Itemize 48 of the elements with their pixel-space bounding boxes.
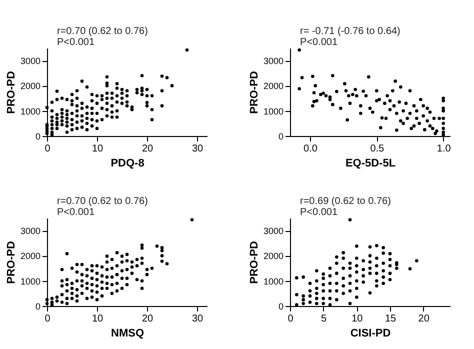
x-axis-title: CISI-PD bbox=[350, 328, 391, 340]
text: P<0.001 bbox=[300, 37, 338, 48]
x-tick-label: 10 bbox=[92, 314, 104, 324]
x-tick-label: 0 bbox=[44, 314, 51, 324]
y-tick-label: 1000 bbox=[20, 276, 40, 286]
x-tick-label: 0 bbox=[44, 144, 51, 154]
text: P<0.001 bbox=[300, 207, 338, 218]
x-tick-label: 20 bbox=[142, 144, 154, 154]
y-tick-label: 2000 bbox=[20, 81, 40, 92]
text: r= -0.71 (-0.76 to 0.64) bbox=[300, 26, 400, 37]
y-tick-label: 0 bbox=[278, 302, 284, 312]
text: r=0.70 (0.62 to 0.76) bbox=[57, 26, 148, 37]
y-tick-label: 3000 bbox=[20, 226, 40, 236]
x-axis-title: PDQ-8 bbox=[110, 158, 144, 170]
x-tick-label: 10 bbox=[352, 314, 364, 324]
x-tick-label: 0.5 bbox=[370, 144, 385, 154]
x-tick-label: 30 bbox=[192, 144, 204, 154]
x-tick-label: 10 bbox=[92, 144, 104, 154]
x-tick-label: 0.0 bbox=[304, 144, 318, 154]
y-tick-label: 1000 bbox=[263, 276, 284, 286]
y-tick-label: 0 bbox=[35, 132, 40, 142]
y-tick-label: 3000 bbox=[20, 56, 40, 66]
x-tick-label: 0 bbox=[288, 314, 294, 324]
x-tick-label: 20 bbox=[418, 314, 430, 324]
x-axis-title: NMSQ bbox=[111, 328, 144, 340]
x-tick-label: 15 bbox=[384, 314, 396, 324]
y-tick-label: 0 bbox=[35, 302, 40, 312]
text: r=0.70 (0.62 to 0.76) bbox=[57, 196, 148, 207]
y-tick-label: 2000 bbox=[263, 81, 284, 92]
y-tick-label: 1000 bbox=[20, 106, 40, 116]
y-axis-title: PRO-PD bbox=[248, 71, 260, 114]
y-axis-title: PRO-PD bbox=[5, 241, 18, 284]
x-axis-title: EQ-5D-5L bbox=[345, 158, 396, 170]
x-tick-label: 20 bbox=[142, 314, 154, 324]
text: r=0.69 (0.62 to 0.76) bbox=[300, 196, 391, 207]
y-tick-label: 0 bbox=[278, 132, 284, 142]
y-tick-label: 3000 bbox=[263, 226, 284, 236]
text: P<0.001 bbox=[57, 207, 95, 218]
y-tick-label: 2000 bbox=[263, 251, 284, 262]
y-tick-label: 1000 bbox=[263, 106, 284, 116]
x-tick-label: 5 bbox=[321, 314, 328, 324]
y-tick-label: 3000 bbox=[263, 56, 284, 66]
x-tick-label: 1.0 bbox=[436, 144, 452, 154]
y-tick-label: 2000 bbox=[20, 251, 40, 262]
text: P<0.001 bbox=[57, 37, 95, 48]
x-tick-label: 30 bbox=[192, 314, 204, 324]
y-axis-title: PRO-PD bbox=[248, 241, 260, 284]
y-axis-title: PRO-PD bbox=[5, 71, 18, 114]
